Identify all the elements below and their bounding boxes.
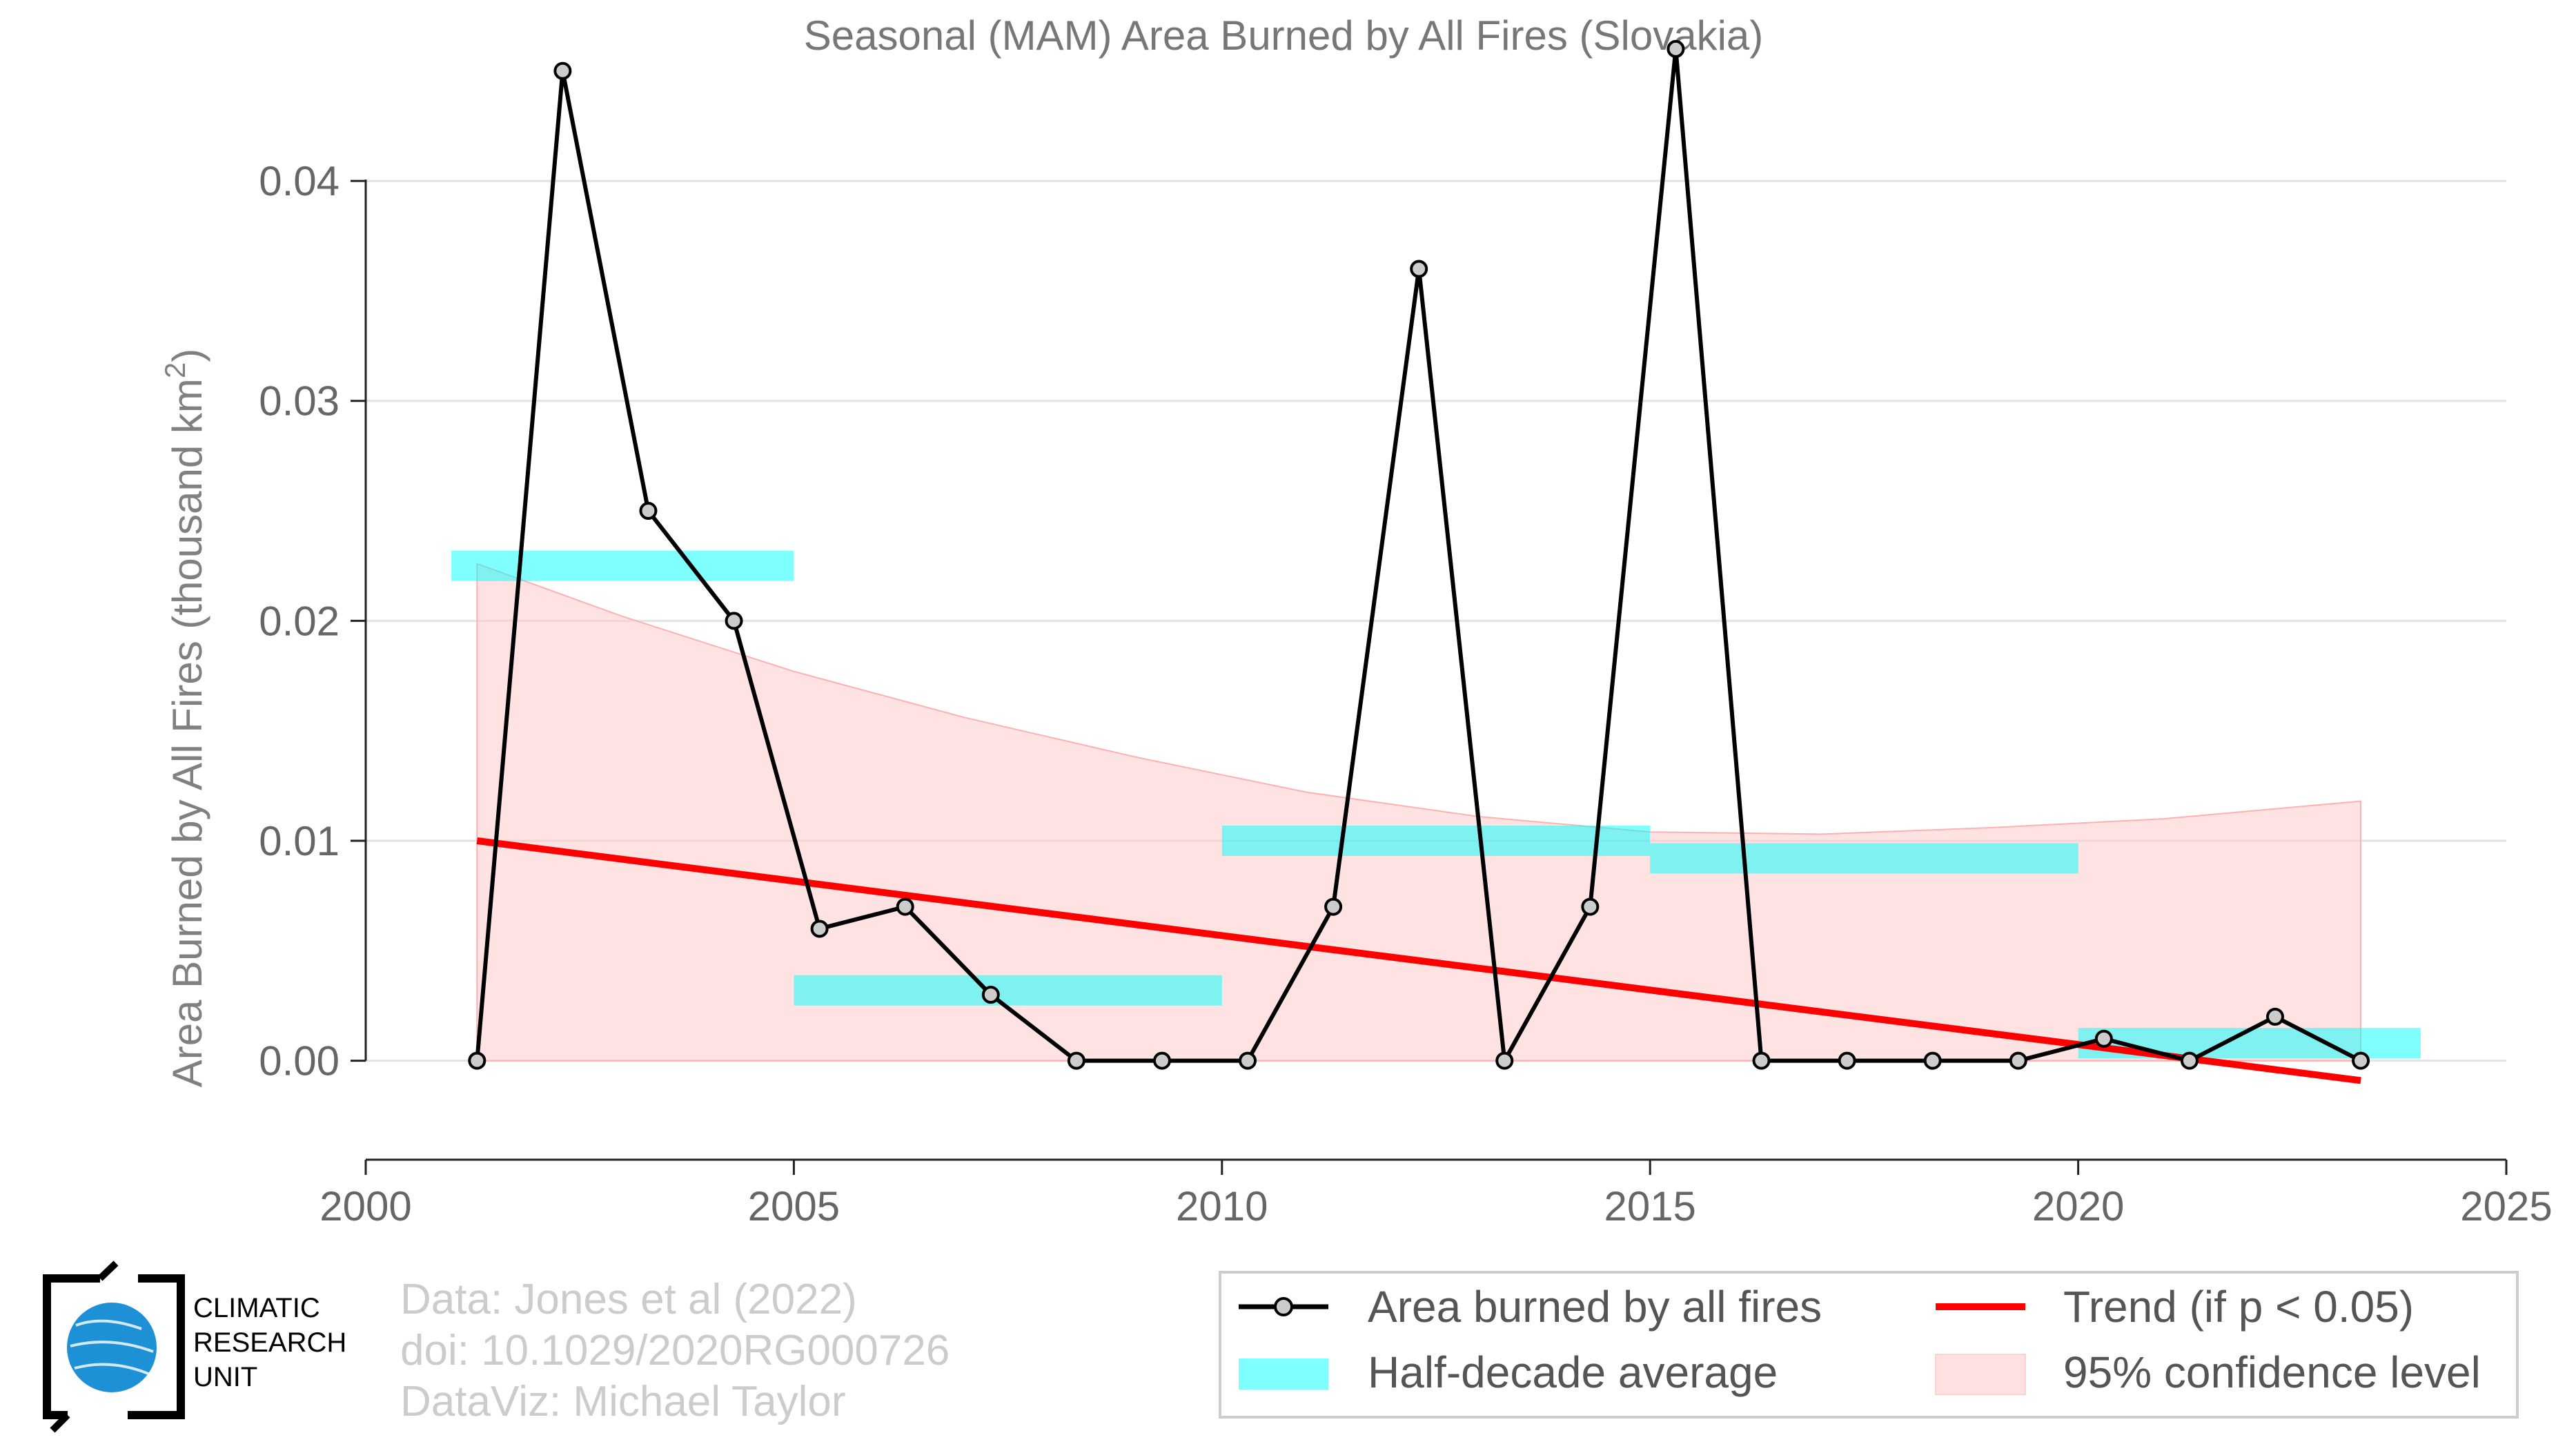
data-point [553, 61, 572, 80]
logo-text-climatic: CLIMATIC [193, 1293, 320, 1323]
y-axis-label-main: Area Burned by All Fires (thousand km [164, 378, 210, 1087]
legend-box [1219, 1271, 2519, 1419]
data-point [2180, 1051, 2199, 1070]
data-point [1067, 1051, 1085, 1070]
y-tick-label: 0.04 [259, 158, 340, 204]
x-tick-label: 2010 [1176, 1183, 1268, 1229]
y-axis-label: Area Burned by All Fires (thousand km2) [159, 349, 210, 1088]
y-tick-label: 0.03 [259, 378, 340, 425]
x-tick-label: 2015 [1604, 1183, 1695, 1229]
cru-logo: CLIMATIC RESEARCH UNIT [43, 1260, 346, 1433]
data-point [1923, 1051, 1942, 1070]
x-tick-label: 2005 [748, 1183, 840, 1229]
x-tick-label: 2025 [2460, 1183, 2552, 1229]
chart-title: Seasonal (MAM) Area Burned by All Fires … [804, 12, 1764, 59]
logo-slash-bottom [50, 1412, 70, 1433]
legend-halfdecade-swatch [1239, 1359, 1328, 1390]
tick-labels: 0.00 0.01 0.02 0.03 0.04 2000 2005 2010 2015 2020… [259, 158, 2553, 1229]
legend-label-confidence: 95% confidence level [2063, 1347, 2481, 1397]
data-point [2352, 1051, 2370, 1070]
trend-layer [476, 837, 2361, 1084]
y-axis-label-close: ) [164, 349, 210, 362]
data-point [2094, 1029, 2113, 1048]
data-point [468, 1051, 486, 1070]
y-tick-label: 0.00 [259, 1038, 340, 1084]
x-tick-label: 2000 [319, 1183, 411, 1229]
data-point [1410, 260, 1428, 278]
data-point [2009, 1051, 2027, 1070]
half-decade-bar [794, 975, 1222, 1006]
logo-bracket-left [43, 1274, 100, 1419]
data-point [1239, 1051, 1257, 1070]
legend-label-trend: Trend (if p < 0.05) [2063, 1282, 2414, 1332]
half-decade-layer [451, 550, 2421, 1059]
confidence-band-layer [476, 563, 2362, 1062]
data-point [1581, 897, 1600, 916]
data-point [639, 502, 658, 520]
half-decade-bar [1221, 825, 1651, 856]
globe-swirl-icon [70, 1319, 154, 1375]
credit-line-data: Data: Jones et al (2022) [400, 1276, 857, 1323]
credit-line-dataviz: DataViz: Michael Taylor [400, 1378, 846, 1425]
y-tick-label: 0.01 [259, 818, 340, 864]
legend: Area burned by all fires Trend (if p < 0… [1219, 1271, 2519, 1419]
data-point [1838, 1051, 1856, 1070]
data-point [1752, 1051, 1771, 1070]
legend-label-halfdecade: Half-decade average [1368, 1347, 1778, 1397]
x-tick-label: 2020 [2032, 1183, 2124, 1229]
data-point [981, 986, 1000, 1004]
half-decade-bar [1650, 843, 2078, 874]
credits: Data: Jones et al (2022) doi: 10.1029/20… [400, 1276, 950, 1425]
y-tick-label: 0.02 [259, 598, 340, 644]
legend-marker-swatch [1274, 1297, 1293, 1316]
legend-label-area: Area burned by all fires [1368, 1282, 1822, 1332]
logo-bracket-right [128, 1274, 185, 1419]
logo-slash-top [97, 1260, 119, 1281]
data-point [896, 897, 914, 916]
marker-layer [468, 39, 2370, 1070]
data-point [1495, 1051, 1514, 1070]
y-axis-label-sup: 2 [159, 362, 191, 378]
data-point [1666, 39, 1685, 58]
logo-text-unit: UNIT [193, 1362, 257, 1392]
data-point [810, 919, 829, 938]
credit-line-doi: doi: 10.1029/2020RG000726 [400, 1327, 950, 1374]
trend-line [476, 837, 2361, 1084]
data-point [2265, 1007, 2284, 1026]
data-point [1152, 1051, 1171, 1070]
confidence-band [476, 563, 2362, 1062]
legend-confidence-swatch [1935, 1354, 2026, 1395]
logo-text-research: RESEARCH [193, 1327, 346, 1358]
data-point [725, 612, 743, 630]
data-point [1324, 897, 1343, 916]
half-decade-bar [451, 550, 794, 581]
axes [351, 179, 2508, 1175]
